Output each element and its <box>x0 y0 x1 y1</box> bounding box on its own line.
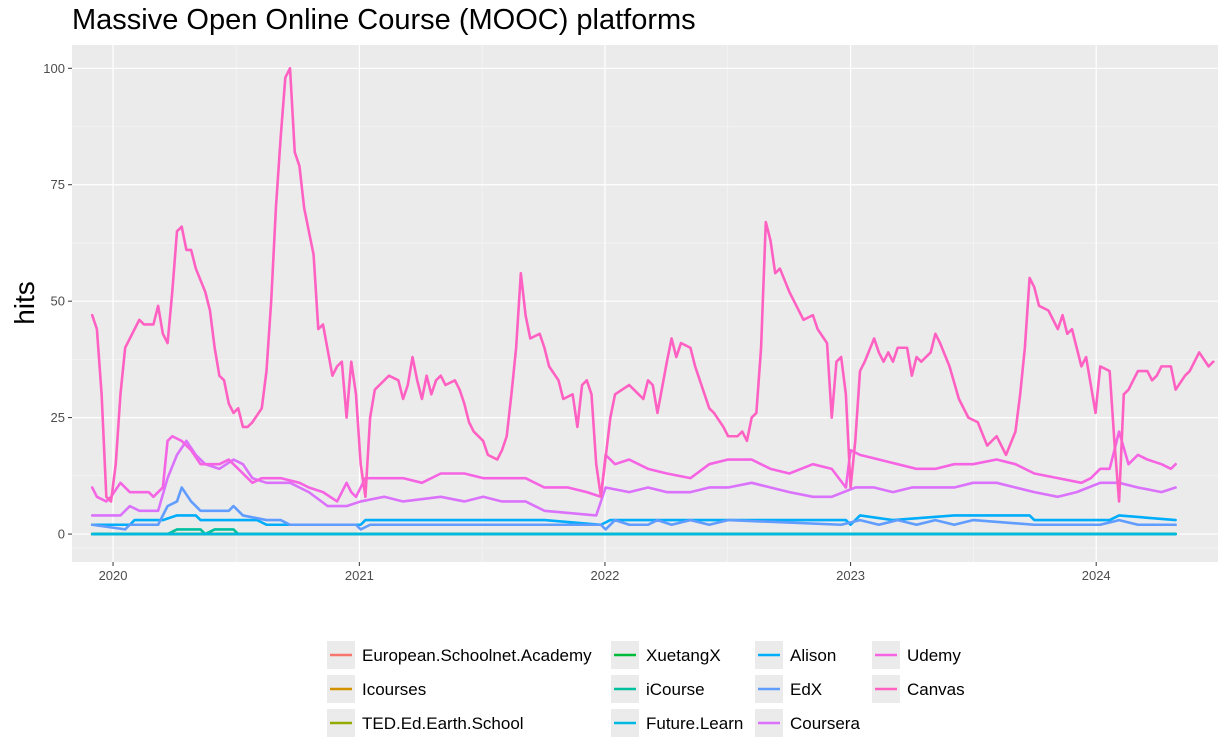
legend-label: EdX <box>790 680 822 699</box>
plot-panel <box>72 45 1218 562</box>
y-tick-label: 75 <box>51 177 65 192</box>
y-tick-label: 0 <box>58 527 65 542</box>
legend-label: Coursera <box>790 714 860 733</box>
y-tick-label: 100 <box>43 61 65 76</box>
series-line-coursera <box>90 439 1177 517</box>
legend: European.Schoolnet.Academy Icourses TED.Ed… <box>327 641 965 737</box>
legend-item-edx: EdX <box>755 675 822 703</box>
legend-item-canvas: Canvas <box>872 675 965 703</box>
legend-label: Udemy <box>907 646 961 665</box>
x-axis: 2020 2021 2022 2023 2024 <box>99 562 1111 583</box>
series-lines <box>90 66 1215 536</box>
legend-item-future-learn: Future.Learn <box>611 709 743 737</box>
y-tick-label: 50 <box>51 294 65 309</box>
legend-label: iCourse <box>646 680 705 699</box>
legend-item-ted-ed-earth-school: TED.Ed.Earth.School <box>327 709 524 737</box>
series-line-canvas <box>90 66 1215 503</box>
x-tick-label: 2021 <box>345 568 374 583</box>
x-tick-label: 2022 <box>590 568 619 583</box>
y-axis-title: hits <box>9 281 40 325</box>
legend-label: Future.Learn <box>646 714 743 733</box>
series-line-alison <box>90 514 1177 527</box>
x-tick-label: 2024 <box>1082 568 1111 583</box>
legend-item-european-schoolnet-academy: European.Schoolnet.Academy <box>327 641 592 669</box>
y-axis: 0 25 50 75 100 <box>43 61 72 542</box>
series-line-udemy <box>90 430 1177 503</box>
series-line-edx <box>90 486 1177 531</box>
chart-title: Massive Open Online Course (MOOC) platfo… <box>72 4 696 36</box>
legend-item-icourses: Icourses <box>327 675 426 703</box>
legend-item-coursera: Coursera <box>755 709 860 737</box>
y-tick-label: 25 <box>51 410 65 425</box>
legend-item-xuetangx: XuetangX <box>611 641 721 669</box>
legend-item-alison: Alison <box>755 641 836 669</box>
legend-item-udemy: Udemy <box>872 641 961 669</box>
x-tick-label: 2023 <box>836 568 865 583</box>
legend-label: Canvas <box>907 680 965 699</box>
legend-label: XuetangX <box>646 646 721 665</box>
legend-label: Icourses <box>362 680 426 699</box>
legend-label: European.Schoolnet.Academy <box>362 646 592 665</box>
legend-label: TED.Ed.Earth.School <box>362 714 524 733</box>
x-tick-label: 2020 <box>99 568 128 583</box>
legend-item-icourse: iCourse <box>611 675 705 703</box>
legend-label: Alison <box>790 646 836 665</box>
